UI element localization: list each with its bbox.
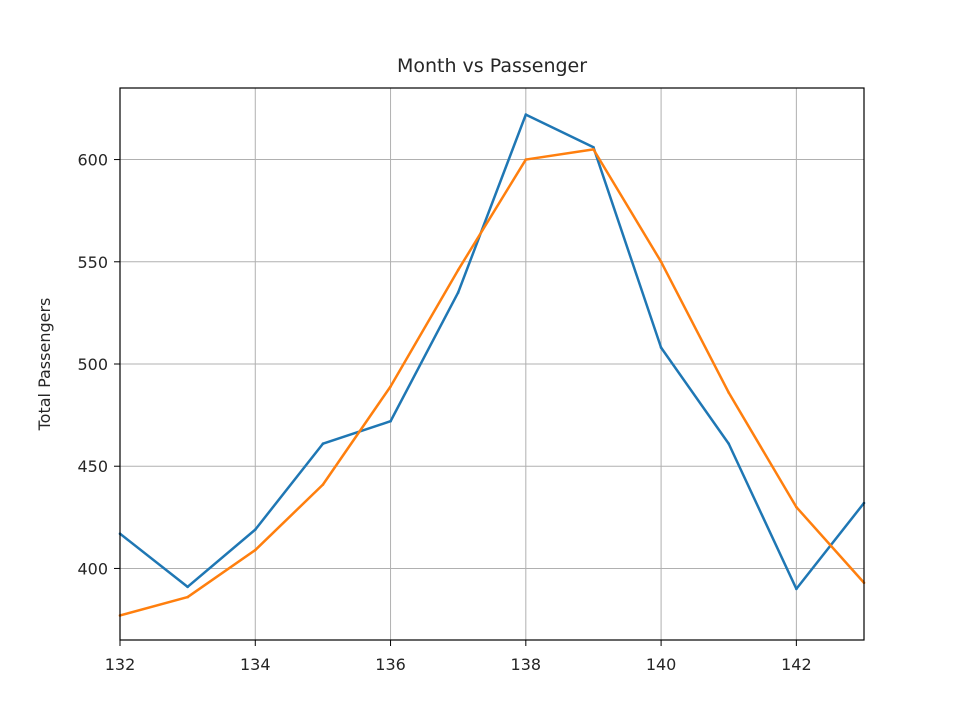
y-tick-label: 600: [77, 151, 108, 170]
series-2-point: [186, 595, 189, 599]
y-axis-label: Total Passengers: [35, 298, 54, 432]
series-2-point: [659, 260, 663, 264]
y-tick-label: 500: [77, 355, 108, 374]
series-2-point: [321, 483, 325, 486]
grid-layer: [119, 88, 864, 640]
series-1-point: [727, 442, 731, 446]
series-1-point: [659, 346, 663, 349]
series-2-point: [524, 158, 528, 161]
x-tick-label: 132: [105, 655, 136, 674]
x-tick-label: 140: [646, 655, 677, 674]
series-line-1: [119, 113, 865, 591]
series-1-point: [592, 145, 595, 149]
series-1-point: [321, 442, 325, 446]
series-line-2: [119, 148, 865, 617]
series-layer: [118, 113, 866, 617]
y-tick-label: 400: [77, 559, 108, 578]
ticks-layer: 132 134 136 138 140 142 400 450 500 550 600: [77, 151, 811, 674]
series-1-point: [186, 585, 189, 589]
y-tick-label: 450: [77, 457, 108, 476]
series-1-point: [253, 528, 257, 531]
x-tick-label: 142: [781, 655, 812, 674]
x-tick-label: 136: [375, 655, 406, 674]
series-2-point: [795, 505, 798, 509]
series-2-point: [253, 548, 257, 552]
series-2-point: [727, 391, 731, 394]
series-1-point: [795, 587, 798, 591]
series-1-point: [524, 113, 528, 116]
series-2-point: [456, 268, 460, 272]
series-2-point: [389, 385, 392, 388]
series-1-point: [456, 291, 460, 294]
y-tick-label: 550: [77, 253, 108, 272]
series-2-point: [592, 148, 595, 151]
x-tick-label: 134: [240, 655, 271, 674]
x-tick-label: 138: [511, 655, 542, 674]
chart-title: Month vs Passenger: [397, 55, 587, 77]
series-1-point: [389, 419, 392, 423]
